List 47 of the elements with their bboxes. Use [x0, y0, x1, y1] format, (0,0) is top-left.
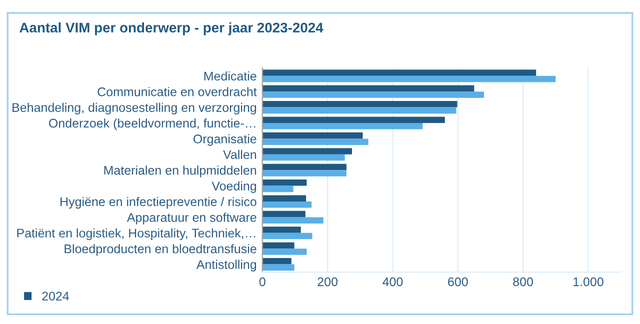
bar — [262, 264, 294, 271]
y-tick-label: Bloedproducten en bloedtransfusie — [64, 244, 256, 256]
y-tick-label: Behandeling, diagnosestelling en verzorging — [12, 102, 256, 114]
bar — [262, 232, 312, 240]
bar — [262, 226, 301, 233]
bar — [262, 70, 536, 76]
x-tick-label: 600 — [448, 277, 468, 286]
bar — [262, 258, 292, 264]
bar — [262, 122, 423, 130]
y-tick-label: Voeding — [212, 181, 256, 193]
y-tick-label: Apparatuur en software — [126, 212, 256, 224]
legend-label: 2024 — [42, 292, 69, 301]
bar — [262, 195, 306, 202]
x-tick-label: 0 — [259, 277, 266, 286]
x-tick-label: 1.000 — [574, 277, 604, 286]
y-tick-label: Medicatie — [204, 71, 256, 81]
bar — [262, 217, 324, 224]
bar — [262, 164, 346, 170]
bar — [262, 85, 474, 92]
bar — [262, 154, 345, 161]
bar — [262, 138, 368, 145]
y-tick-label: Communicatie en overdracht — [98, 87, 257, 96]
bar — [262, 148, 352, 154]
y-tick-label: Vallen — [223, 150, 256, 160]
bar — [262, 76, 556, 82]
bar — [262, 92, 484, 98]
bar — [262, 242, 294, 249]
x-tick-label: 400 — [382, 277, 403, 286]
y-tick-label: Hygiëne en infectiepreventie / risico — [60, 196, 256, 209]
y-tick-label: Organisatie — [194, 134, 256, 146]
y-tick-label: Onderzoek (beeldvormend, functie-… — [49, 118, 256, 130]
bar — [262, 116, 445, 123]
y-tick-label: Materialen en hulpmiddelen — [104, 166, 256, 178]
bar — [262, 180, 307, 186]
x-tick-label: 800 — [513, 277, 533, 286]
bar — [262, 107, 456, 114]
bar — [262, 248, 307, 255]
x-tick-label: 200 — [318, 277, 338, 286]
bar — [262, 186, 294, 192]
bar — [262, 202, 312, 208]
bar — [262, 170, 346, 176]
chart-title: Aantal VIM per onderwerp - per jaar 2023-2024 — [20, 22, 324, 36]
bar — [262, 132, 363, 139]
bar — [262, 210, 306, 218]
y-tick-label: Patiënt en logistiek, Hospitality, Techniek,… — [17, 228, 256, 240]
y-tick-label: Antistolling — [196, 260, 256, 272]
bar — [262, 101, 458, 108]
